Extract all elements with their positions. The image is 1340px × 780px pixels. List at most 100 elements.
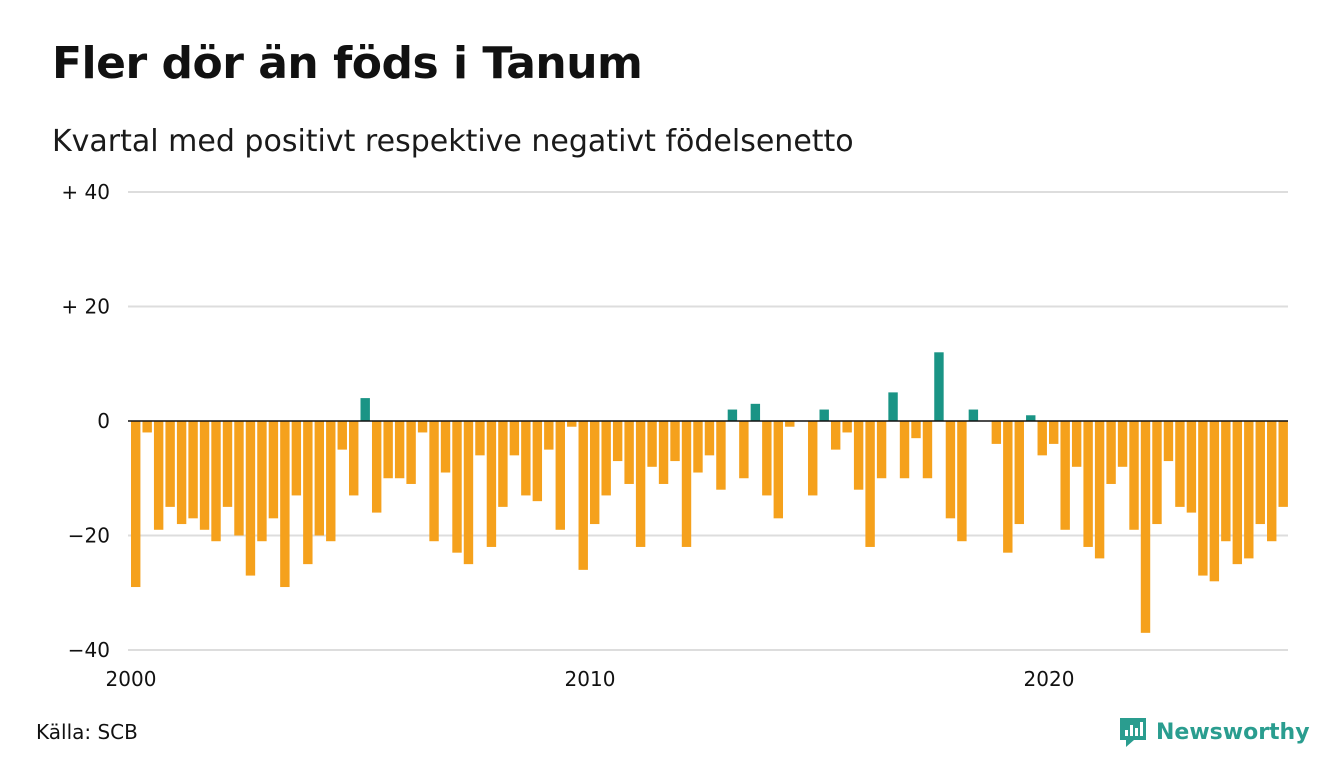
bar-negative bbox=[578, 421, 588, 570]
bar-negative bbox=[945, 421, 956, 519]
bar-negative bbox=[1221, 421, 1231, 542]
bar-negative bbox=[383, 421, 393, 479]
bar-negative bbox=[199, 421, 210, 530]
bar-negative bbox=[739, 421, 749, 479]
bar-negative bbox=[785, 421, 795, 427]
bar-positive bbox=[750, 403, 761, 421]
bar-negative bbox=[853, 421, 864, 490]
bar-negative bbox=[371, 421, 382, 513]
bar-negative bbox=[1278, 421, 1288, 507]
brand-logo: Newsworthy bbox=[1118, 714, 1310, 750]
bar-positive bbox=[888, 392, 898, 422]
bar-negative bbox=[1232, 421, 1243, 565]
bars bbox=[131, 352, 1288, 633]
bar-negative bbox=[417, 421, 428, 433]
bar-negative bbox=[521, 421, 531, 496]
bar-negative bbox=[1117, 421, 1128, 467]
bar-negative bbox=[1083, 421, 1093, 547]
bar-negative bbox=[211, 421, 221, 542]
bar-negative bbox=[911, 421, 921, 439]
bar-negative bbox=[406, 421, 416, 484]
bar-negative bbox=[1060, 421, 1070, 530]
y-tick-label: −20 bbox=[68, 524, 110, 548]
bar-negative bbox=[830, 421, 841, 450]
bar-negative bbox=[957, 421, 967, 542]
bar-negative bbox=[1198, 421, 1208, 576]
bar-negative bbox=[440, 421, 451, 473]
axes: + 40 + 20 0 −20 −40 2000 2010 2020 bbox=[61, 180, 1288, 691]
bar-negative bbox=[624, 421, 634, 484]
bar-negative bbox=[291, 421, 302, 496]
bar-negative bbox=[1152, 421, 1162, 525]
bar-negative bbox=[1071, 421, 1082, 467]
bar-negative bbox=[658, 421, 669, 484]
bar-negative bbox=[899, 421, 910, 479]
bar-negative bbox=[647, 421, 657, 467]
bar-negative bbox=[337, 421, 347, 450]
x-tick-label: 2020 bbox=[1024, 667, 1075, 691]
bar-positive bbox=[934, 352, 944, 421]
bar-negative bbox=[1106, 421, 1116, 484]
bar-negative bbox=[1129, 421, 1139, 530]
bar-negative bbox=[1175, 421, 1185, 507]
bar-negative bbox=[635, 421, 646, 547]
x-tick-label: 2000 bbox=[106, 667, 157, 691]
gridlines bbox=[128, 191, 1288, 651]
chart-title: Fler dör än föds i Tanum bbox=[52, 38, 643, 89]
bar-negative bbox=[555, 421, 565, 530]
bar-negative bbox=[1244, 421, 1254, 559]
y-tick-label: 0 bbox=[97, 409, 110, 433]
bar-negative bbox=[509, 421, 520, 456]
bar-negative bbox=[268, 421, 279, 519]
bar-negative bbox=[876, 421, 887, 479]
bar-negative bbox=[1014, 421, 1024, 525]
bar-negative bbox=[670, 421, 680, 462]
bar-negative bbox=[567, 421, 577, 427]
bar-negative bbox=[1267, 421, 1277, 542]
bar-negative bbox=[498, 421, 508, 507]
bar-negative bbox=[808, 421, 818, 496]
bar-negative bbox=[234, 421, 244, 536]
chart-subtitle: Kvartal med positivt respektive negativt… bbox=[52, 124, 854, 159]
bar-negative bbox=[280, 421, 290, 588]
bar-negative bbox=[1209, 421, 1220, 582]
y-tick-label: + 40 bbox=[61, 180, 110, 204]
bar-negative bbox=[865, 421, 875, 547]
bar-negative bbox=[590, 421, 600, 525]
bar-negative bbox=[1255, 421, 1265, 525]
bar-negative bbox=[612, 421, 623, 462]
bar-negative bbox=[716, 421, 726, 490]
bar-negative bbox=[486, 421, 497, 547]
source-note: Källa: SCB bbox=[36, 720, 138, 744]
bar-negative bbox=[429, 421, 439, 542]
bar-negative bbox=[349, 421, 359, 496]
bar-negative bbox=[142, 421, 152, 433]
bar-negative bbox=[704, 421, 715, 456]
bar-negative bbox=[1003, 421, 1013, 553]
bar-negative bbox=[176, 421, 187, 525]
bar-negative bbox=[326, 421, 336, 542]
bar-negative bbox=[463, 421, 474, 565]
bar-positive bbox=[360, 398, 370, 421]
bar-negative bbox=[222, 421, 233, 507]
bar-positive bbox=[968, 409, 979, 421]
bar-negative bbox=[1094, 421, 1105, 559]
bar-negative bbox=[693, 421, 703, 473]
y-tick-label: + 20 bbox=[61, 295, 110, 319]
bar-negative bbox=[153, 421, 164, 530]
bar-negative bbox=[475, 421, 485, 456]
bar-positive bbox=[819, 409, 829, 421]
bar-negative bbox=[544, 421, 554, 450]
brand-name: Newsworthy bbox=[1156, 719, 1310, 745]
bar-negative bbox=[245, 421, 256, 576]
bar-negative bbox=[842, 421, 852, 433]
bar-negative bbox=[188, 421, 198, 519]
bar-positive bbox=[727, 409, 738, 421]
bar-negative bbox=[762, 421, 772, 496]
bar-negative bbox=[131, 421, 141, 588]
newsworthy-logo-icon bbox=[1120, 718, 1146, 747]
bar-negative bbox=[303, 421, 313, 565]
bar-negative bbox=[165, 421, 175, 507]
bar-negative bbox=[991, 421, 1002, 444]
bar-negative bbox=[922, 421, 933, 479]
